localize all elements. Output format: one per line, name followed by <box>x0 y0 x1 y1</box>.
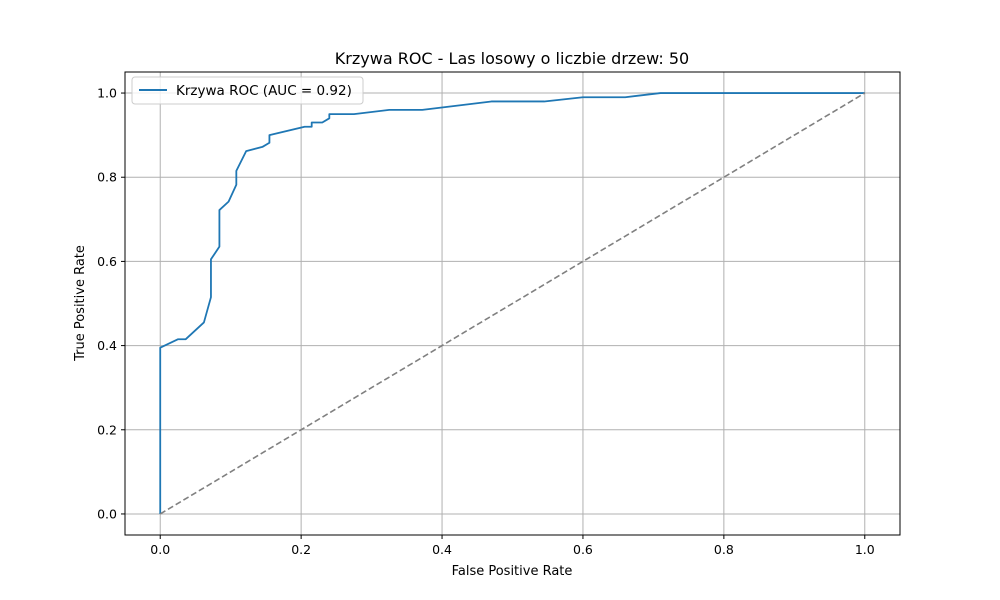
plot-frame <box>124 71 901 536</box>
ticks: 0.0 0.2 0.4 0.6 0.8 1.0 0.0 0.2 0.4 0.6 0.8 1.0 <box>97 86 875 557</box>
legend-label: Krzywa ROC (AUC = 0.92) <box>176 83 352 99</box>
legend: Krzywa ROC (AUC = 0.92) <box>131 76 364 105</box>
y-tick-label: 0.6 <box>97 254 117 269</box>
roc-curve-line <box>159 92 865 514</box>
series-layer <box>159 92 866 515</box>
y-tick-label: 1.0 <box>97 86 117 101</box>
y-tick-label: 0.4 <box>97 338 117 353</box>
x-tick-label: 0.4 <box>432 542 452 557</box>
diagonal-reference-line <box>159 92 866 515</box>
y-tick-label: 0.0 <box>97 506 117 521</box>
y-tick-label: 0.2 <box>97 422 117 437</box>
legend-box <box>131 76 364 105</box>
y-axis-label: True Positive Rate <box>73 245 88 362</box>
x-tick-label: 0.6 <box>573 542 593 557</box>
x-tick-label: 0.2 <box>291 542 311 557</box>
x-tick-label: 1.0 <box>855 542 875 557</box>
chart-title: Krzywa ROC - Las losowy o liczbie drzew:… <box>335 49 689 68</box>
y-tick-label: 0.8 <box>97 170 117 185</box>
grid <box>125 72 900 535</box>
x-tick-label: 0.0 <box>150 542 170 557</box>
x-tick-label: 0.8 <box>714 542 734 557</box>
x-axis-label: False Positive Rate <box>452 564 573 579</box>
